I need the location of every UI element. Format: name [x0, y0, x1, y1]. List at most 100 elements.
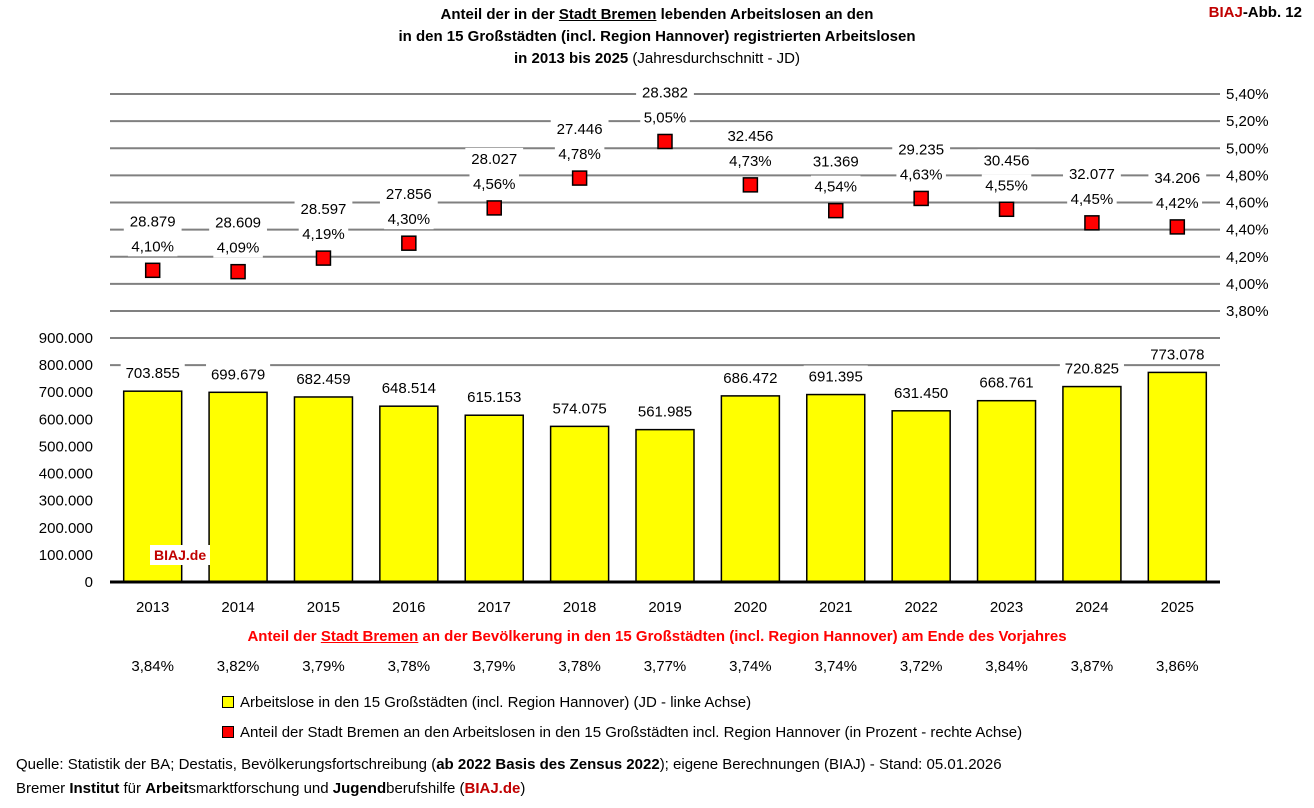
percent-label: 4,45% — [1071, 191, 1114, 208]
x-tick-label: 2022 — [904, 599, 937, 616]
title-line2: in den 15 Großstädten (incl. Region Hann… — [398, 28, 916, 45]
marker — [828, 202, 844, 219]
marker-label-bg — [725, 149, 776, 171]
population-share-value: 3,86% — [1156, 658, 1199, 675]
population-share-value: 3,78% — [388, 658, 431, 675]
marker-label-bg — [636, 81, 694, 103]
marker-label-bg — [550, 118, 609, 140]
legend-item-bars: Arbeitslose in den 15 Großstädten (incl.… — [222, 694, 751, 711]
bar — [464, 414, 524, 583]
bar — [379, 405, 439, 583]
bar-label-bg — [462, 386, 527, 407]
bar-value-label: 773.078 — [1150, 346, 1204, 363]
legend-item-markers: Anteil der Stadt Bremen an den Arbeitslo… — [222, 724, 1022, 741]
marker-label-bg — [977, 149, 1036, 171]
bremen-count-label: 27.856 — [386, 186, 432, 203]
bremen-count-label: 34.206 — [1154, 170, 1200, 187]
marker-label-bg — [209, 211, 267, 233]
x-tick-label: 2017 — [478, 599, 511, 616]
bar-value-label: 668.761 — [979, 375, 1033, 392]
population-share-value: 3,82% — [217, 658, 260, 675]
x-tick-label: 2021 — [819, 599, 852, 616]
marker-label-bg — [384, 208, 434, 230]
bar-value-label: 561.985 — [638, 404, 692, 421]
bar-label-bg — [889, 381, 954, 402]
bremen-count-label: 27.446 — [557, 121, 603, 138]
right-axis-tick-label: 4,40% — [1226, 222, 1269, 239]
x-tick-label: 2024 — [1075, 599, 1108, 616]
pop-title-underlined: Stadt Bremen — [320, 628, 419, 645]
right-axis-tick-label: 4,60% — [1226, 195, 1269, 212]
bremen-count-label: 28.597 — [301, 201, 347, 218]
marker-label-bg — [1152, 191, 1203, 213]
marker-label-bg — [892, 138, 951, 160]
population-share-value: 3,77% — [644, 658, 687, 675]
population-share-value: 3,79% — [302, 658, 345, 675]
legend-swatch-red — [222, 726, 234, 738]
bar-label-bg — [291, 367, 356, 388]
bar-value-label: 699.679 — [211, 366, 265, 383]
left-axis-tick-label: 200.000 — [39, 520, 93, 537]
biaj-link[interactable]: BIAJ.de — [464, 780, 521, 797]
population-share-value: 3,84% — [985, 658, 1028, 675]
percent-label: 4,19% — [302, 226, 345, 243]
marker-label-bg — [379, 183, 438, 205]
marker-label-bg — [465, 147, 524, 169]
marker-label-bg — [806, 150, 865, 172]
bar — [549, 425, 610, 583]
chart-title: Anteil der in der Stadt Bremen lebenden … — [0, 4, 1314, 70]
marker — [230, 263, 246, 280]
bar-label-bg — [547, 397, 612, 418]
percent-label: 4,55% — [985, 177, 1028, 194]
left-axis-tick-label: 400.000 — [39, 466, 93, 483]
marker — [486, 200, 502, 216]
percent-label: 4,30% — [388, 211, 431, 228]
marker — [1084, 215, 1100, 231]
bar-value-label: 682.459 — [296, 371, 350, 388]
percent-label: 4,56% — [473, 176, 516, 193]
right-axis-tick-label: 4,80% — [1226, 167, 1269, 184]
source-pre: Quelle: Statistik der BA; Destatis, Bevö… — [16, 756, 437, 773]
marker-label-bg — [721, 124, 780, 146]
institute-text: Bremer — [16, 780, 70, 797]
population-share-value: 3,84% — [131, 658, 174, 675]
marker-label-bg — [981, 174, 1032, 196]
left-axis-tick-label: 0 — [85, 574, 93, 591]
x-tick-label: 2019 — [648, 599, 681, 616]
institute-line: Bremer Institut für Arbeitsmarktforschun… — [16, 780, 525, 797]
bremen-count-label: 30.456 — [984, 152, 1030, 169]
bar-label-bg — [1059, 357, 1124, 378]
title-line3-note: (Jahresdurchschnitt - JD) — [628, 50, 800, 67]
percent-label: 4,78% — [558, 146, 601, 163]
bar-value-label: 631.450 — [894, 385, 948, 402]
marker — [144, 262, 161, 279]
right-axis-tick-label: 5,40% — [1226, 86, 1269, 103]
population-share-value: 3,72% — [900, 658, 943, 675]
bar-value-label: 703.855 — [126, 365, 180, 382]
x-tick-label: 2025 — [1161, 599, 1194, 616]
bar-label-bg — [120, 362, 185, 383]
marker-label-bg — [1148, 166, 1207, 188]
marker — [571, 170, 588, 186]
bar-label-bg — [803, 365, 868, 386]
right-axis-tick-label: 3,80% — [1226, 303, 1269, 320]
bremen-count-label: 32.456 — [727, 128, 773, 145]
institute-text: Jugend — [332, 780, 387, 797]
bremen-count-label: 28.609 — [215, 215, 261, 232]
legend-label: Anteil der Stadt Bremen an den Arbeitslo… — [240, 724, 1023, 741]
bremen-count-label: 28.879 — [130, 213, 176, 230]
percent-label: 4,42% — [1156, 195, 1199, 212]
institute-text: berufshilfe ( — [386, 780, 465, 797]
x-tick-label: 2016 — [392, 599, 425, 616]
bar — [208, 391, 268, 583]
left-axis-tick-label: 900.000 — [39, 330, 93, 347]
marker-label-bg — [127, 235, 178, 257]
title-line3: in 2013 bis 2025 — [514, 50, 629, 67]
bar-value-label: 615.153 — [467, 389, 521, 406]
title-underlined: Stadt Bremen — [558, 6, 657, 23]
marker-label-bg — [294, 198, 353, 220]
bar — [976, 399, 1037, 583]
marker-label-bg — [811, 175, 861, 197]
bremen-count-label: 32.077 — [1069, 166, 1115, 183]
marker-label-bg — [1067, 187, 1117, 209]
